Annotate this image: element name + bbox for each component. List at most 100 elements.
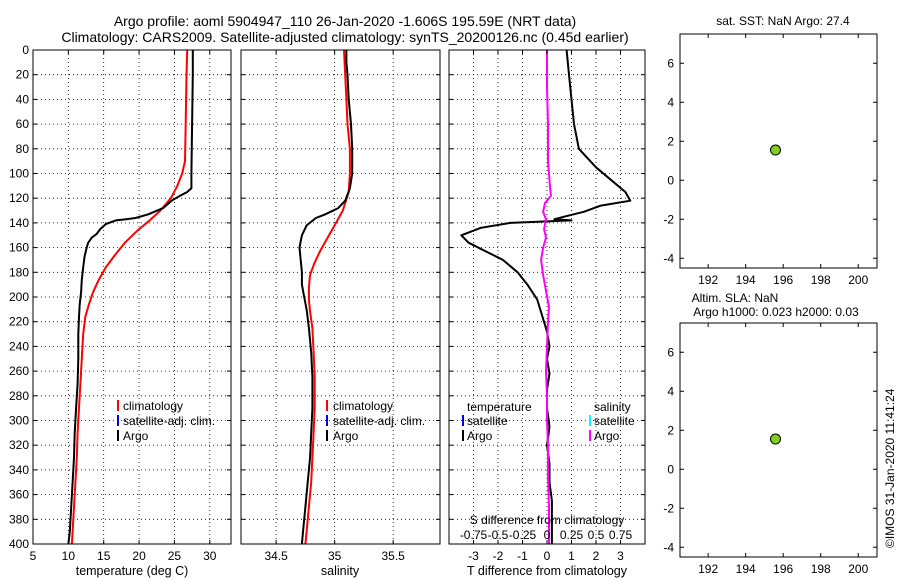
difference-series-line [460,49,632,544]
sst-panel: sat. SST: NaN Argo: 27.4 192 194 196 198 200… [663,14,878,287]
temperature-grid [33,50,231,544]
salinity-legend-argo: Argo [333,429,359,443]
temperature-legend-satellite: satellite-adj. clim. [123,414,215,428]
difference-legend-temperature: temperature satellite Argo [462,400,532,443]
difference-legend-temperature-satellite: satellite [467,414,508,428]
salinity-grid [241,50,440,544]
difference-xtick-label: 2 [593,549,600,563]
sst-argo-point [769,144,781,156]
sst-ytick-label: 6 [667,56,674,70]
sst-ticks: 192 194 196 198 200 -4 -2 0 2 4 6 [663,34,877,287]
salinity-xtick-label: 35.5 [381,549,405,563]
depth-tick-label: 200 [9,290,29,304]
difference-top-axis-label: S difference from climatology [470,513,625,527]
depth-tick-label: 240 [9,339,29,353]
difference-xtick-label: 3 [617,549,624,563]
difference-legend-temperature-argo: Argo [467,429,493,443]
temperature-series-line [67,50,194,545]
temperature-legend: climatology satellite-adj. clim. Argo [117,399,215,443]
sst-ytick-label: 4 [667,95,674,109]
depth-tick-label: 280 [9,389,29,403]
sla-xtick-label: 198 [811,562,831,576]
temperature-legend-argo: Argo [123,429,149,443]
salinity-xlabel: salinity [321,564,360,578]
salinity-xtick-label: 34.5 [264,549,288,563]
depth-tick-label: 220 [9,315,29,329]
difference-legend-salinity-title: salinity [594,400,631,414]
sla-ytick-label: 4 [667,384,674,398]
salinity-axes-box [240,49,441,545]
sla-xtick-label: 192 [698,562,718,576]
sla-xtick-label: 194 [736,562,756,576]
sla-xtick-label: 200 [848,562,868,576]
difference-s-tick-label: 0.5 [588,528,605,542]
temperature-xlabel: temperature (deg C) [76,564,189,578]
depth-tick-label: 120 [9,191,29,205]
sla-xtick-label: 196 [773,562,793,576]
salinity-legend-swatch-argo [326,430,328,441]
depth-tick-label: 100 [9,167,29,181]
salinity-xtick-label: 35 [328,549,342,563]
depth-tick-label: 360 [9,488,29,502]
temperature-legend-climatology: climatology [123,399,183,413]
sla-ticks: 192 194 196 198 200 -4 -2 0 2 4 6 [663,323,877,576]
salinity-legend-swatch-climatology [326,400,328,411]
difference-legend-salinity-swatch-satellite [589,415,591,426]
temperature-xtick-label: 25 [168,549,182,563]
depth-tick-label: 0 [22,43,29,57]
sst-xtick-label: 196 [773,273,793,287]
temperature-legend-swatch-climatology [117,400,119,411]
salinity-legend-climatology: climatology [333,399,393,413]
difference-s-tick-label: 0 [544,528,551,542]
sla-subtitle: Argo h1000: 0.023 h2000: 0.03 [693,305,859,319]
sla-argo-point [769,433,781,445]
sst-points [769,144,781,156]
difference-xtick-label: -1 [517,549,528,563]
temperature-legend-swatch-argo [117,430,119,441]
temperature-ticks: 0 20 40 60 80 100 120 140 160 180 200 220 240 260 280 3… [9,43,231,563]
difference-s-tick-label: -0.25 [509,528,537,542]
depth-tick-label: 40 [16,92,30,106]
difference-legend-salinity-swatch-argo [589,430,591,441]
depth-tick-label: 140 [9,216,29,230]
difference-series-line [540,50,552,544]
depth-tick-label: 160 [9,241,29,255]
depth-tick-label: 340 [9,463,29,477]
difference-xlabel: T difference from climatology [467,564,628,578]
sla-ytick-label: 6 [667,345,674,359]
sla-title: Altim. SLA: NaN [692,291,779,305]
sla-axes-box [679,322,878,558]
depth-tick-label: 320 [9,438,29,452]
difference-s-tick-label: -0.75 [460,528,488,542]
salinity-series-line [304,49,351,545]
salinity-legend-satellite: satellite-adj. clim. [333,414,425,428]
sst-title: sat. SST: NaN Argo: 27.4 [716,14,850,28]
temperature-xtick-label: 15 [97,549,111,563]
difference-legend-temperature-swatch-argo [462,430,464,441]
title-line-1: Argo profile: aoml 5904947_110 26-Jan-20… [114,13,576,29]
sst-ytick-label: -4 [663,251,674,265]
depth-tick-label: 400 [9,537,29,551]
difference-xtick-label: 0 [544,549,551,563]
sst-ytick-label: 2 [667,134,674,148]
depth-tick-label: 20 [16,68,30,82]
difference-series [460,49,632,544]
difference-xtick-label: -3 [468,549,479,563]
temperature-series-line [70,49,189,545]
difference-legend-temperature-title: temperature [467,400,532,414]
difference-xtick-label: -2 [493,549,504,563]
difference-ticks: -3 -2 -1 0 1 2 3 -0.75 -0.5 -0.25 0 0.25 0.5 0.75 [449,49,645,563]
depth-tick-label: 60 [16,117,30,131]
temperature-panel: 0 20 40 60 80 100 120 140 160 180 200 220 240 260 280 3… [9,43,232,578]
salinity-ticks: 34.5 35 35.5 [241,49,440,563]
depth-tick-label: 260 [9,364,29,378]
sla-ytick-label: 0 [667,462,674,476]
salinity-legend-swatch-satellite [326,415,328,426]
difference-legend-temperature-swatch-satellite [462,415,464,426]
difference-xtick-label: 1 [568,549,575,563]
depth-tick-label: 180 [9,265,29,279]
sst-ytick-label: -2 [663,212,674,226]
temperature-xtick-label: 10 [62,549,76,563]
sst-ytick-label: 0 [667,173,674,187]
difference-s-tick-label: -0.5 [488,528,509,542]
